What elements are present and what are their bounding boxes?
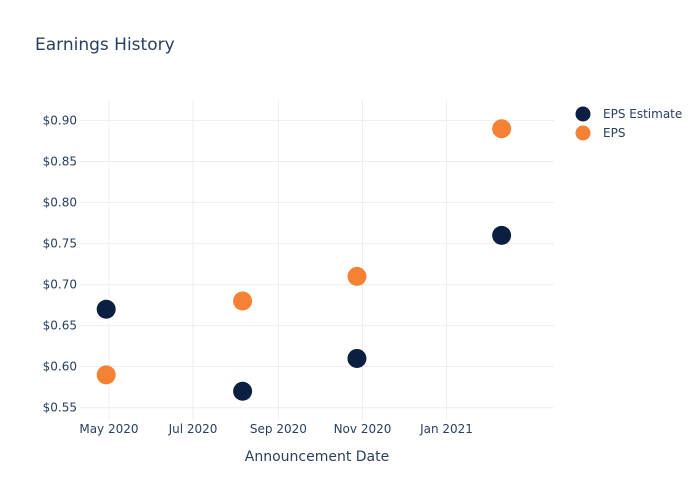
y-tick-label: $0.80 bbox=[43, 196, 77, 210]
data-point[interactable] bbox=[347, 266, 367, 286]
data-point[interactable] bbox=[492, 119, 512, 139]
y-tick-label: $0.65 bbox=[43, 319, 77, 333]
y-tick-label: $0.85 bbox=[43, 155, 77, 169]
legend-marker bbox=[575, 125, 591, 141]
data-point[interactable] bbox=[233, 381, 253, 401]
y-tick-label: $0.90 bbox=[43, 114, 77, 128]
data-point[interactable] bbox=[347, 348, 367, 368]
x-axis-ticks: May 2020 Jul 2020 Sep 2020 Nov 2020 Jan 2021 bbox=[79, 422, 473, 436]
data-point[interactable] bbox=[233, 291, 253, 311]
data-points bbox=[96, 119, 512, 401]
y-tick-label: $0.70 bbox=[43, 278, 77, 292]
x-tick-label: Jul 2020 bbox=[168, 422, 218, 436]
y-tick-label: $0.60 bbox=[43, 360, 77, 374]
y-tick-label: $0.75 bbox=[43, 237, 77, 251]
x-tick-label: Jan 2021 bbox=[419, 422, 473, 436]
legend-label: EPS Estimate bbox=[603, 107, 682, 121]
data-point[interactable] bbox=[492, 225, 512, 245]
x-axis-title: Announcement Date bbox=[245, 449, 389, 465]
y-tick-label: $0.55 bbox=[43, 401, 77, 415]
data-point[interactable] bbox=[96, 365, 116, 385]
legend-marker bbox=[575, 106, 591, 122]
y-axis-ticks: $0.55 $0.60 $0.65 $0.70 $0.75 $0.80 $0.85 $0.90 bbox=[43, 114, 77, 415]
legend: EPS Estimate EPS bbox=[575, 106, 682, 141]
chart-title: Earnings History bbox=[35, 35, 175, 55]
legend-label: EPS bbox=[603, 126, 625, 140]
data-point[interactable] bbox=[96, 299, 116, 319]
x-tick-label: Nov 2020 bbox=[334, 422, 392, 436]
x-tick-label: Sep 2020 bbox=[250, 422, 307, 436]
grid-lines bbox=[80, 100, 554, 420]
x-tick-label: May 2020 bbox=[79, 422, 138, 436]
